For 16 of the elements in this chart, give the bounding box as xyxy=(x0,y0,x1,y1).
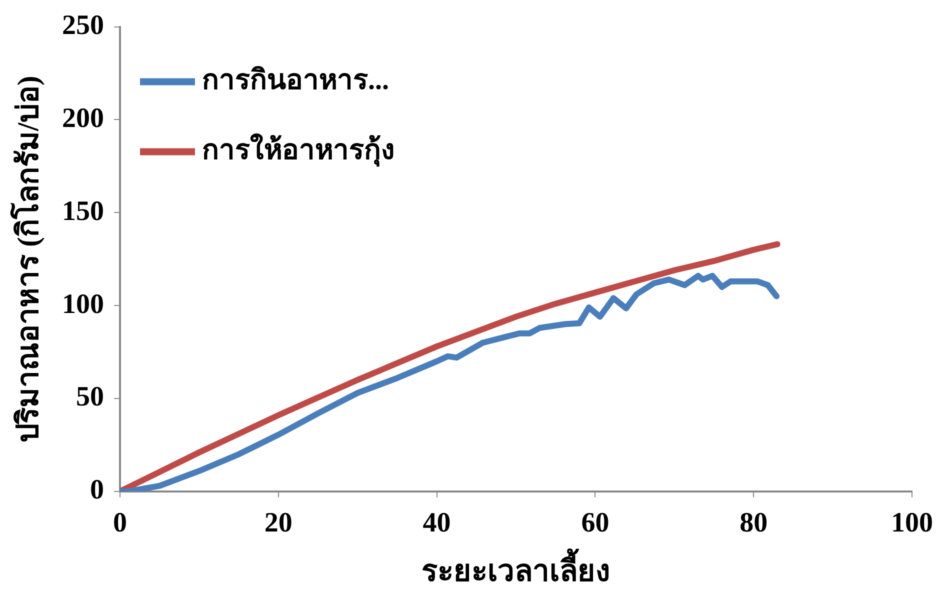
y-tick-label: 150 xyxy=(62,196,104,227)
x-axis-title: ระยะเวลาเลี้ยง xyxy=(422,548,610,588)
y-tick-label: 50 xyxy=(76,382,104,413)
x-tick-label: 0 xyxy=(113,507,127,538)
x-tick-label: 60 xyxy=(581,507,610,538)
x-tick-label: 40 xyxy=(422,507,451,538)
y-tick-label: 0 xyxy=(90,474,104,506)
x-tick-label: 20 xyxy=(264,507,292,538)
y-tick-label: 200 xyxy=(62,102,104,134)
y-tick-label: 100 xyxy=(62,288,104,320)
y-axis-title: ปริมาณอาหาร (กิโลกรัม/บ่อ) xyxy=(8,76,45,443)
legend-label: การให้อาหารกุ้ง xyxy=(202,133,395,168)
x-tick-label: 100 xyxy=(891,507,933,538)
x-tick-label: 80 xyxy=(740,507,768,538)
legend-label: การกินอาหาร... xyxy=(202,65,389,96)
y-tick-label: 250 xyxy=(62,10,104,42)
